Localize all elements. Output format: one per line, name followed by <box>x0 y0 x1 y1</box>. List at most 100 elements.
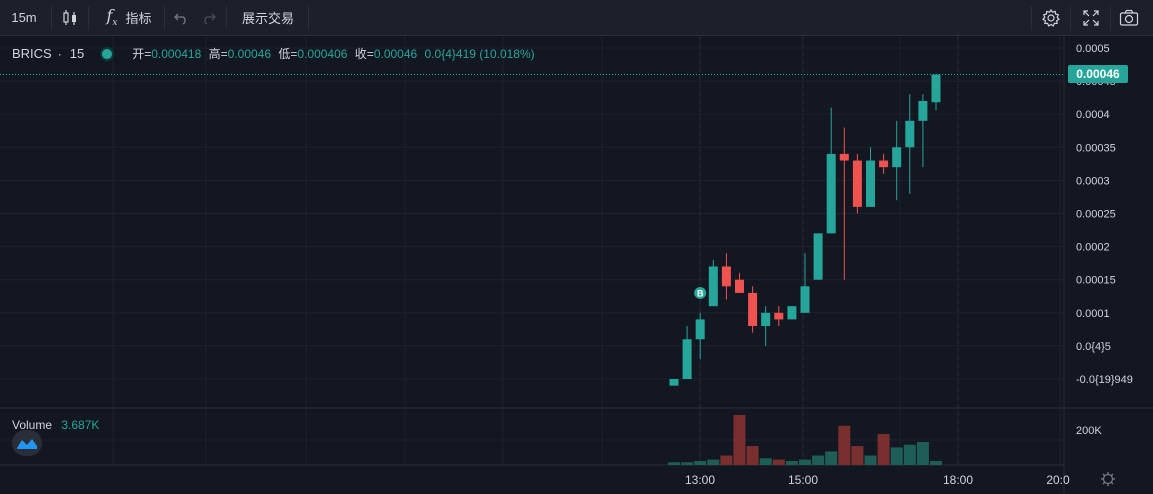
candle-body <box>839 153 849 161</box>
candle-body <box>905 120 915 148</box>
price-tick-label: 0.00035 <box>1076 142 1116 154</box>
last-price-label: 0.00046 <box>1068 65 1128 84</box>
volume-bar <box>851 446 864 465</box>
volume-label: Volume <box>12 418 53 432</box>
buy-marker[interactable]: B <box>693 285 708 300</box>
grid <box>0 36 1153 494</box>
candle-body <box>774 312 784 320</box>
legend-separator: · <box>57 46 62 61</box>
open-value: 0.000418 <box>151 47 202 61</box>
axis-settings-icon[interactable] <box>1101 472 1115 486</box>
candle-body <box>787 306 797 320</box>
price-tick-label: 0.0001 <box>1076 308 1110 320</box>
buy-marker-label: B <box>697 288 704 298</box>
volume-bar <box>890 447 903 465</box>
volume-bar <box>877 433 890 465</box>
candle-body <box>721 266 731 287</box>
candle-body <box>708 266 718 307</box>
top-toolbar: 15m fx 指标 展示交易 <box>0 0 1153 36</box>
time-tick-label: 20:0 <box>1046 473 1070 487</box>
symbol-interval: 15 <box>69 46 85 61</box>
indicators-button[interactable]: fx 指标 <box>96 0 162 35</box>
volume-bar <box>916 442 929 465</box>
market-status-icon[interactable] <box>100 46 115 61</box>
price-tick-label: 0.0004 <box>1076 109 1110 121</box>
candles: B <box>669 74 941 386</box>
toolbar-divider <box>308 6 309 30</box>
ohlc-values: 开=0.000418 高=0.00046 低=0.000406 收=0.0004… <box>132 45 534 62</box>
volume-bar <box>746 446 759 465</box>
toolbar-divider <box>51 6 52 30</box>
candle-body <box>813 233 823 280</box>
price-tick-label: 0.00015 <box>1076 275 1116 287</box>
volume-legend: Volume 3.687K <box>12 418 99 432</box>
trade-button[interactable]: 展示交易 <box>241 11 294 26</box>
high-label: 高= <box>208 47 228 61</box>
fullscreen-icon[interactable] <box>1076 0 1106 35</box>
price-tick-label: -0.0{19}949 <box>1076 374 1133 386</box>
volume-bar <box>707 459 720 465</box>
time-tick-label: 18:00 <box>943 473 973 487</box>
volume-bar <box>799 459 811 465</box>
toolbar-divider <box>226 6 227 30</box>
volume-bar <box>838 425 851 465</box>
volume-bar <box>825 451 838 465</box>
candle-body <box>852 160 862 207</box>
toolbar-divider <box>88 6 89 30</box>
toolbar-divider <box>1031 6 1032 30</box>
candle-body <box>892 147 902 168</box>
candle-body <box>748 292 758 327</box>
candles-icon[interactable] <box>54 0 86 35</box>
volume-bar <box>681 462 694 465</box>
redo-icon[interactable] <box>196 0 222 35</box>
volume-bar <box>720 455 733 465</box>
volume-bars <box>668 415 942 465</box>
price-tick-label: 0.0005 <box>1076 43 1110 55</box>
axes: 0.00050.000450.00040.000350.00030.000250… <box>0 43 1133 487</box>
volume-bar <box>864 455 877 465</box>
candle-body <box>695 319 705 340</box>
volume-bar <box>772 459 785 465</box>
change-value: 0.0{4}419 (10.018%) <box>424 47 535 61</box>
camera-icon[interactable] <box>1114 0 1144 35</box>
candle-body <box>669 379 679 386</box>
candle-body <box>800 286 810 313</box>
toolbar-divider <box>164 6 165 30</box>
volume-icon <box>17 439 37 449</box>
candle-body <box>682 339 692 379</box>
price-tick-label: 0.0{4}5 <box>1076 341 1111 353</box>
undo-icon[interactable] <box>168 0 194 35</box>
toolbar-divider <box>1110 6 1111 30</box>
indicators-label: 指标 <box>125 11 152 26</box>
candle-body <box>931 74 941 103</box>
price-tick-label: 0.0002 <box>1076 242 1110 254</box>
candle-body <box>826 153 836 234</box>
volume-value: 3.687K <box>61 418 100 432</box>
close-label: 收= <box>354 47 374 61</box>
time-tick-label: 13:00 <box>685 473 715 487</box>
price-tick-label: 0.0003 <box>1076 175 1110 187</box>
candle-body <box>918 100 928 121</box>
time-tick-label: 15:00 <box>788 473 818 487</box>
settings-icon[interactable] <box>1036 0 1066 35</box>
volume-bar <box>903 444 916 465</box>
volume-bar <box>694 460 707 465</box>
symbol-name[interactable]: BRICS <box>12 46 52 61</box>
toolbar-divider <box>1070 6 1071 30</box>
candle-body <box>761 312 771 327</box>
volume-bar <box>812 455 825 465</box>
candle-body <box>879 160 889 168</box>
volume-bar <box>785 460 798 465</box>
close-value: 0.00046 <box>373 47 418 61</box>
open-label: 开= <box>132 47 152 61</box>
interval-button[interactable]: 15m <box>11 10 37 25</box>
volume-bar <box>733 415 746 465</box>
low-label: 低= <box>278 47 298 61</box>
volume-bar <box>759 458 772 465</box>
volume-bar <box>930 460 942 465</box>
candle-body <box>866 160 875 207</box>
price-tick-label: 0.00025 <box>1076 209 1116 221</box>
volume-toggle-button[interactable] <box>12 430 42 456</box>
symbol-legend: BRICS · 15 开=0.000418 高=0.00046 低=0.0004… <box>12 45 535 62</box>
